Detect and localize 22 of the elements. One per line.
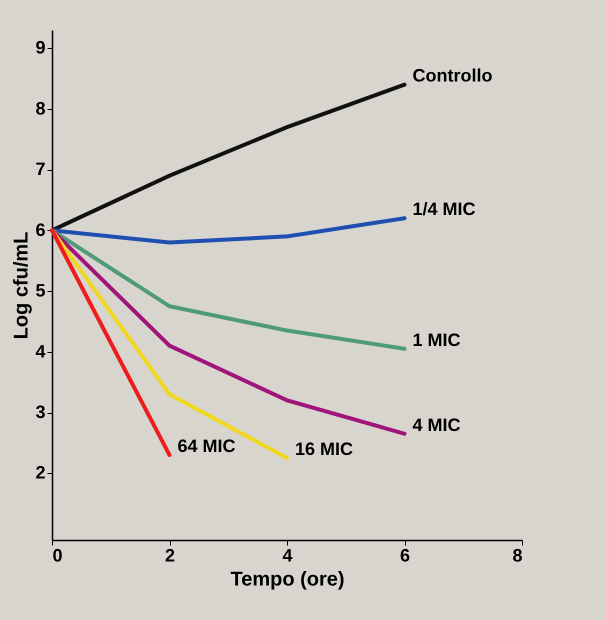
- x-axis-title: Tempo (ore): [230, 568, 345, 590]
- y-tick-label: 2: [35, 462, 46, 483]
- y-axis-title: Log cfu/mL: [10, 232, 32, 340]
- x-tick-label: 8: [512, 546, 522, 566]
- y-tick-label: 7: [35, 159, 46, 180]
- y-tick-label: 4: [35, 341, 46, 362]
- x-tick-label: 0: [52, 546, 63, 566]
- y-tick-label: 9: [35, 38, 46, 58]
- series-label: 4 MIC: [412, 414, 461, 435]
- line-series: [50, 216, 406, 244]
- series-label: 16 MIC: [295, 439, 354, 460]
- x-tick-label: 6: [400, 546, 410, 566]
- y-tick-label: 6: [35, 220, 46, 240]
- y-tick-label: 5: [35, 280, 46, 301]
- series-label: 1/4 MIC: [412, 199, 476, 220]
- x-tick-label: 2: [164, 546, 176, 566]
- series-label: Controllo: [412, 66, 492, 86]
- series-label: 1 MIC: [412, 330, 461, 350]
- series-label: 64 MIC: [178, 436, 236, 456]
- y-tick-label: 8: [35, 98, 46, 118]
- y-tick-label: 3: [35, 402, 46, 422]
- x-tick-label: 4: [282, 546, 293, 566]
